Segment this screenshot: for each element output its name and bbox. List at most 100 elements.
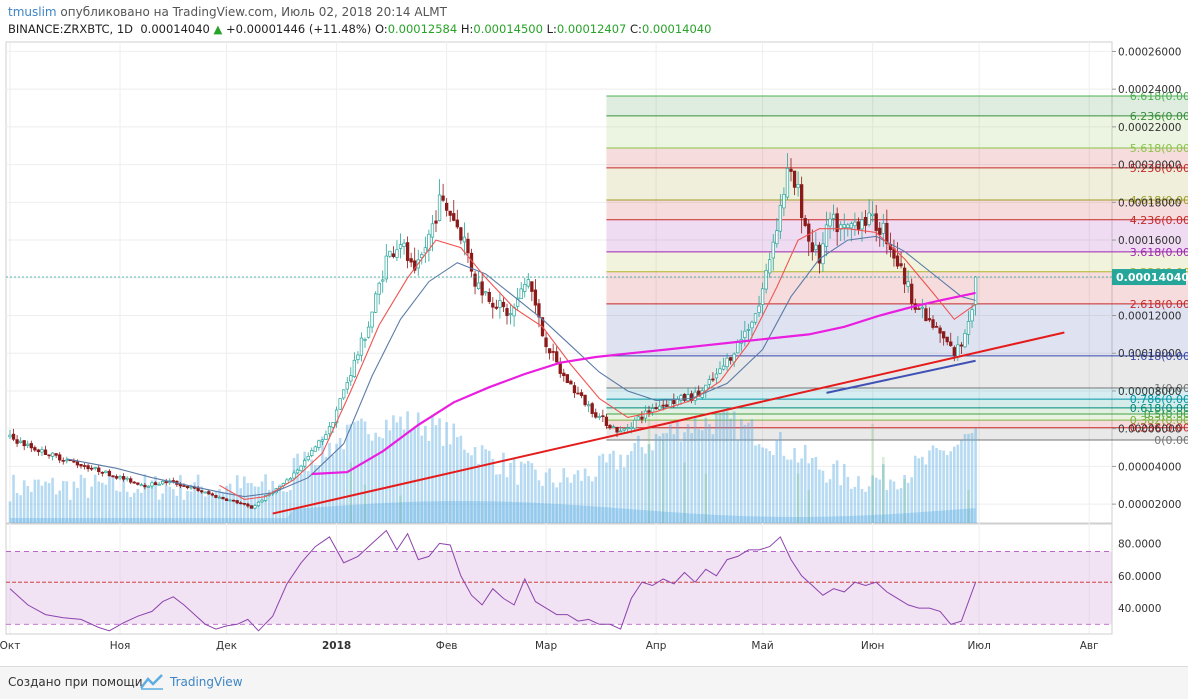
volume-bar <box>477 463 480 523</box>
fib-zone <box>606 115 1188 148</box>
volume-bar <box>235 475 239 523</box>
volume-bar <box>676 421 679 523</box>
candle-body <box>313 446 317 452</box>
grid <box>6 42 1112 634</box>
volume-bar <box>722 410 725 523</box>
candle-body <box>725 357 729 368</box>
author-link[interactable]: tmuslim <box>8 5 57 19</box>
volume-spike <box>647 418 651 523</box>
candle-body <box>391 253 396 258</box>
volume-bar <box>669 424 672 523</box>
candle-body <box>306 456 310 461</box>
volume-bar <box>594 476 598 523</box>
fib-level-label: 1.618(0.00009859) <box>1130 350 1188 363</box>
volume-bar <box>328 442 331 523</box>
volume-bar <box>647 444 651 523</box>
volume-bar <box>104 484 108 523</box>
candle-body <box>487 292 491 302</box>
candle-body <box>768 259 772 274</box>
volume-bar <box>541 485 544 523</box>
candle-body <box>633 419 637 429</box>
volume-bar <box>250 483 253 523</box>
candle-body <box>707 379 711 385</box>
trend-line-2 <box>826 359 976 394</box>
volume-bar <box>232 494 235 523</box>
candle-body <box>555 351 559 363</box>
volume-bar <box>892 481 896 523</box>
volume-bar <box>40 485 44 523</box>
volume-bar <box>189 491 193 523</box>
rsi-line <box>9 529 977 632</box>
volume-bar <box>65 481 69 523</box>
volume-bar <box>587 476 590 523</box>
volume-bar <box>459 435 463 523</box>
price-tick-label: 0.00002000 <box>1118 499 1181 511</box>
candle-body <box>665 404 669 407</box>
candle-body <box>50 452 55 457</box>
price-tick-label: 0.00026000 <box>1118 46 1181 58</box>
candle-body <box>562 372 566 377</box>
volume-bar <box>108 475 111 523</box>
candle-body <box>374 293 378 313</box>
price-tick-label: 0.00020000 <box>1118 160 1181 172</box>
made-with-text: Создано при помощи <box>8 675 143 689</box>
change-value: +0.00001446 (+11.48%) <box>226 22 372 36</box>
candle-body <box>870 213 875 217</box>
volume-bar <box>360 418 363 523</box>
candle-body <box>221 496 225 500</box>
volume-bar <box>935 448 938 523</box>
volume-bar <box>789 459 793 523</box>
symbol-label[interactable]: BINANCE:ZRXBTC, 1D <box>8 22 134 36</box>
volume-bar <box>754 445 757 523</box>
candle-body <box>153 482 158 486</box>
high-value: 0.00014500 <box>473 22 543 36</box>
volume-bar <box>179 475 182 523</box>
volume-bar <box>228 483 232 523</box>
volume-bar <box>487 450 491 523</box>
candle-body <box>959 344 964 347</box>
candle-body <box>61 459 65 462</box>
volume-bar <box>729 418 732 523</box>
publish-line: tmuslim опубликовано на TradingView.com,… <box>8 5 447 19</box>
candle-body <box>956 344 960 358</box>
candle-body <box>299 465 303 472</box>
tradingview-brand[interactable]: TradingView <box>170 675 243 689</box>
fib-level-label: 0.236(0.00006050) <box>1130 422 1188 435</box>
volume-bar <box>342 449 345 523</box>
volume-bar <box>125 491 129 523</box>
candle-body <box>863 217 868 226</box>
fib-level-label: 0.5(0.00006778) <box>1144 408 1188 421</box>
volume-bar <box>150 480 154 523</box>
candle-body <box>682 393 687 401</box>
volume-bar <box>761 447 764 523</box>
volume-bar <box>22 480 26 523</box>
volume-spike <box>967 490 970 523</box>
candle-body <box>86 465 90 470</box>
volume-bar <box>218 489 221 523</box>
candle-body <box>107 470 112 477</box>
candle-body <box>217 496 222 499</box>
price-tick-label: 0.00018000 <box>1118 197 1181 209</box>
volume-spike <box>871 424 874 523</box>
candle-body <box>491 302 495 308</box>
fib-level-label: 4.236(0.00017074) <box>1130 214 1188 227</box>
fib-zone <box>606 271 1188 304</box>
volume-bar <box>743 424 747 523</box>
candle-body <box>618 430 623 433</box>
volume-bar <box>164 485 168 523</box>
candle-body <box>547 348 552 354</box>
candle-body <box>459 227 463 241</box>
volume-bar <box>633 442 637 523</box>
volume-bar <box>448 444 452 523</box>
time-tick-label: Май <box>751 640 773 652</box>
price-chart[interactable]: 6.618(0.00023639) 6.236(0.00022586) 5.618(… <box>0 40 1188 666</box>
candle-body <box>860 219 864 230</box>
candle-body <box>494 306 498 309</box>
volume-bar <box>285 491 289 523</box>
volume-bar <box>505 477 509 523</box>
volume-bar <box>161 493 164 523</box>
volume-bar <box>338 438 342 523</box>
candle-body <box>796 183 800 189</box>
volume-bar <box>335 443 338 523</box>
candle-body <box>828 218 832 227</box>
